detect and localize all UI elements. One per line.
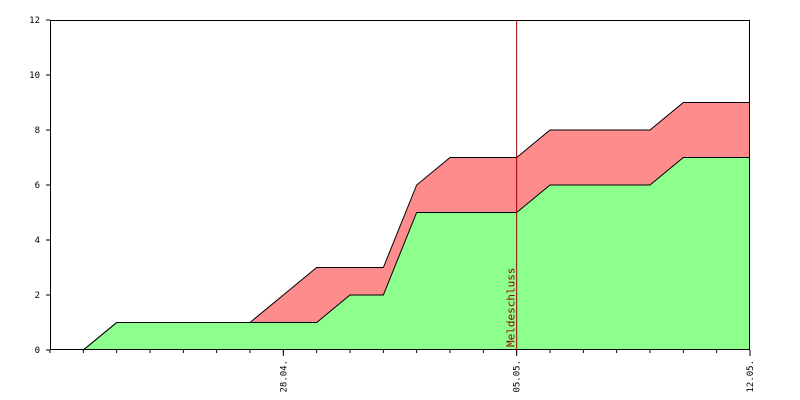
series-area-2 [83, 102, 750, 350]
x-tick-label: 05.05. [513, 360, 523, 393]
y-tick-label: 8 [35, 126, 40, 136]
series-area-1 [83, 157, 750, 350]
annotations: Meldeschluss [505, 20, 518, 350]
series-lines [83, 102, 750, 351]
deadline-label: Meldeschluss [505, 268, 518, 347]
y-tick-label: 12 [29, 16, 40, 26]
y-tick-label: 10 [29, 71, 40, 81]
plot-frame [50, 20, 750, 350]
ticks: 0 2 4 6 8 10 12 28.04. 05.05. 12.05. [29, 16, 756, 393]
series-areas [83, 102, 750, 350]
y-tick-label: 4 [35, 236, 40, 246]
x-tick-label: 12.05. [746, 360, 756, 393]
y-tick-label: 0 [35, 346, 40, 356]
axes [50, 20, 750, 350]
series-line-2 [83, 102, 750, 351]
y-tick-label: 6 [35, 181, 40, 191]
x-tick-label: 28.04. [279, 360, 289, 393]
y-tick-label: 2 [35, 291, 40, 301]
